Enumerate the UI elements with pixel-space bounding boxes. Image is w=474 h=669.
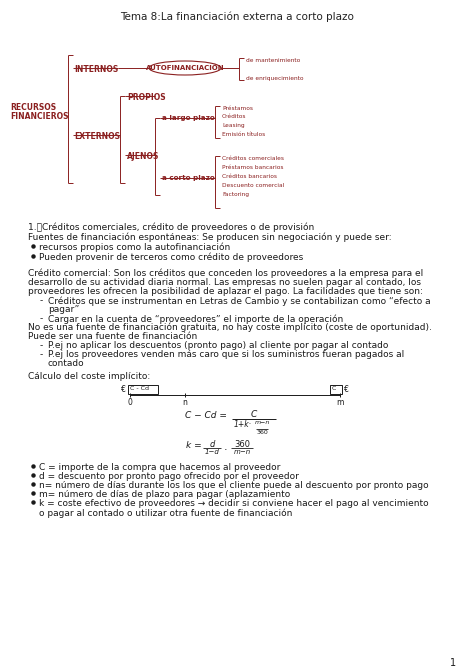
Text: k =: k = [186,441,202,450]
Text: a corto plazo: a corto plazo [162,175,215,181]
Text: Puede ser una fuente de financiación: Puede ser una fuente de financiación [28,332,197,341]
Text: P.ej los proveedores venden más caro que si los suministros fueran pagados al: P.ej los proveedores venden más caro que… [48,350,404,359]
Text: Emisión títulos: Emisión títulos [222,132,265,136]
Text: FINANCIEROS: FINANCIEROS [10,112,69,121]
Text: -: - [40,350,43,359]
Text: Pueden provenir de terceros como crédito de proveedores: Pueden provenir de terceros como crédito… [39,253,303,262]
Text: o pagar al contado o utilizar otra fuente de financiación: o pagar al contado o utilizar otra fuent… [39,508,292,518]
Text: C = importe de la compra que hacemos al proveedor: C = importe de la compra que hacemos al … [39,463,281,472]
Text: Créditos que se instrumentan en Letras de Cambio y se contabilizan como “efecto : Créditos que se instrumentan en Letras d… [48,296,430,306]
Text: de enriquecimiento: de enriquecimiento [246,76,303,81]
Text: d: d [210,440,215,449]
Text: No es una fuente de financiación gratuita, no hay coste implícito (coste de opor: No es una fuente de financiación gratuit… [28,323,432,332]
Text: 1−d: 1−d [205,449,219,455]
Text: Préstamos bancarios: Préstamos bancarios [222,165,283,170]
Text: 360: 360 [234,440,250,449]
Text: contado: contado [48,359,85,368]
Text: C - Cd: C - Cd [130,386,149,391]
Text: C: C [332,386,337,391]
Text: Créditos: Créditos [222,114,246,120]
Text: C: C [251,410,257,419]
Text: 0: 0 [128,398,132,407]
Text: PROPIOS: PROPIOS [127,93,165,102]
Text: -: - [40,341,43,350]
Text: de mantenimiento: de mantenimiento [246,58,300,63]
Text: m: m [337,398,344,407]
Text: Descuento comercial: Descuento comercial [222,183,284,188]
Text: €: € [121,385,126,394]
Text: Cargar en la cuenta de “proveedores” el importe de la operación: Cargar en la cuenta de “proveedores” el … [48,314,343,324]
Text: n: n [182,398,187,407]
Text: P.ej no aplicar los descuentos (pronto pago) al cliente por pagar al contado: P.ej no aplicar los descuentos (pronto p… [48,341,388,350]
Text: Préstamos: Préstamos [222,106,253,111]
Text: a largo plazo: a largo plazo [162,115,215,121]
Text: n= número de días durante los los que el cliente puede al descuento por pronto p: n= número de días durante los los que el… [39,481,428,490]
Text: recursos propios como la autofinanciación: recursos propios como la autofinanciació… [39,243,230,252]
Text: Créditos comerciales: Créditos comerciales [222,156,284,161]
Text: Leasing: Leasing [222,123,245,128]
Text: proveedores les ofrecen la posibilidad de aplazar el pago. La facilidades que ti: proveedores les ofrecen la posibilidad d… [28,287,423,296]
Text: EXTERNOS: EXTERNOS [74,132,120,141]
Text: pagar”: pagar” [48,305,79,314]
Text: INTERNOS: INTERNOS [74,65,118,74]
Text: Fuentes de financiación espontáneas: Se producen sin negociación y puede ser:: Fuentes de financiación espontáneas: Se … [28,233,392,242]
Text: Cálculo del coste implícito:: Cálculo del coste implícito: [28,372,150,381]
Text: AJENOS: AJENOS [127,152,159,161]
Text: 1.	Créditos comerciales, crédito de proveedores o de provisión: 1. Créditos comerciales, crédito de prov… [28,222,314,231]
Text: RECURSOS: RECURSOS [10,103,56,112]
Text: d = descuento por pronto pago ofrecido por el proveedor: d = descuento por pronto pago ofrecido p… [39,472,299,481]
Text: -: - [40,314,43,323]
Text: C − Cd =: C − Cd = [185,411,227,420]
Text: ·: · [224,445,228,455]
Text: 360: 360 [256,430,268,435]
Text: 1+k·: 1+k· [234,420,252,429]
Text: m−n: m−n [233,449,251,455]
Text: Crédito comercial: Son los créditos que conceden los proveedores a la empresa pa: Crédito comercial: Son los créditos que … [28,269,423,278]
Text: m−n: m−n [255,420,270,425]
Text: AUTOFINANCIACIÓN: AUTOFINANCIACIÓN [146,65,224,72]
Text: €: € [344,385,349,394]
Text: Créditos bancarios: Créditos bancarios [222,174,277,179]
Text: k = coste efectivo de proveedores → decidir si conviene hacer el pago al vencimi: k = coste efectivo de proveedores → deci… [39,499,428,508]
Text: Factoring: Factoring [222,192,249,197]
Text: Tema 8:La financiación externa a corto plazo: Tema 8:La financiación externa a corto p… [120,12,354,23]
Text: 1: 1 [450,658,456,668]
Text: -: - [40,296,43,305]
Text: m= número de días de plazo para pagar (aplazamiento: m= número de días de plazo para pagar (a… [39,490,290,499]
Text: desarrollo de su actividad diaria normal. Las empresas no suelen pagar al contad: desarrollo de su actividad diaria normal… [28,278,421,287]
